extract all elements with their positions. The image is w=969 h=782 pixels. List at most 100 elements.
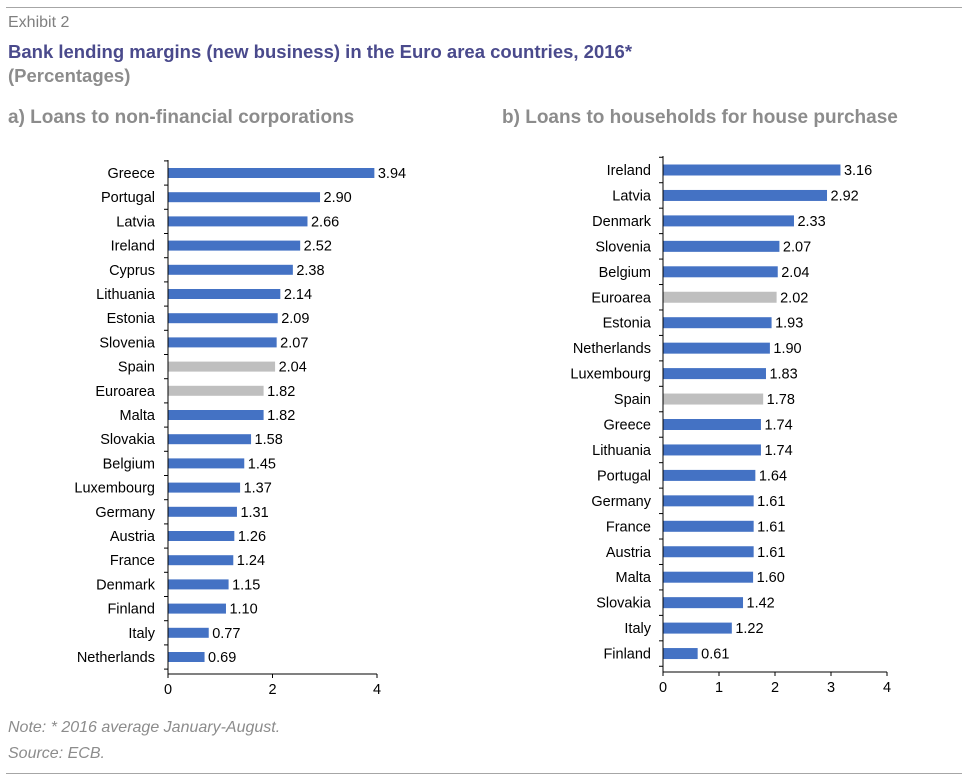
bar-a-1 xyxy=(168,192,321,203)
category-label-a-7: Slovenia xyxy=(99,335,156,351)
value-label-a-19: 0.77 xyxy=(212,626,240,642)
bar-a-8 xyxy=(168,361,276,372)
bar-a-17 xyxy=(168,579,229,590)
bar-b-18 xyxy=(663,622,732,634)
value-label-b-17: 1.42 xyxy=(747,596,775,612)
category-label-b-15: Austria xyxy=(606,545,652,561)
value-label-a-16: 1.24 xyxy=(237,553,265,569)
value-label-a-13: 1.37 xyxy=(244,481,272,497)
bar-a-4 xyxy=(168,264,293,275)
bar-a-9 xyxy=(168,385,264,396)
value-label-b-14: 1.61 xyxy=(757,519,785,535)
category-label-b-8: Luxembourg xyxy=(570,367,651,383)
value-label-a-4: 2.38 xyxy=(296,263,324,279)
value-label-a-11: 1.58 xyxy=(255,432,283,448)
bar-b-0 xyxy=(663,164,841,176)
value-label-a-7: 2.07 xyxy=(280,335,308,351)
category-label-b-17: Slovakia xyxy=(596,596,652,612)
value-label-a-3: 2.52 xyxy=(304,239,332,255)
bar-b-13 xyxy=(663,495,754,507)
bar-b-6 xyxy=(663,317,772,329)
bar-a-15 xyxy=(168,531,235,541)
category-label-a-19: Italy xyxy=(128,626,155,642)
category-label-a-18: Finland xyxy=(107,602,155,618)
bar-b-7 xyxy=(663,342,770,354)
category-label-a-0: Greece xyxy=(107,166,155,182)
category-label-a-5: Lithuania xyxy=(96,287,156,303)
value-label-b-15: 1.61 xyxy=(757,545,785,561)
x-tick-label-a-2: 4 xyxy=(373,682,381,698)
category-label-a-17: Denmark xyxy=(96,577,156,593)
bar-a-2 xyxy=(168,216,308,227)
value-label-b-5: 2.02 xyxy=(780,290,808,306)
value-label-a-18: 1.10 xyxy=(229,602,257,618)
panel-b-title: b) Loans to households for house purchas… xyxy=(502,107,898,128)
category-label-b-12: Portugal xyxy=(597,468,651,484)
value-label-b-10: 1.74 xyxy=(764,418,792,434)
value-label-a-17: 1.15 xyxy=(232,577,260,593)
bar-a-11 xyxy=(168,434,252,445)
top-rule xyxy=(6,7,962,8)
bottom-rule xyxy=(6,773,962,774)
category-label-a-15: Austria xyxy=(110,529,156,545)
value-label-b-18: 1.22 xyxy=(735,621,763,637)
bar-b-5 xyxy=(663,291,777,303)
x-tick-label-b-2: 2 xyxy=(771,680,779,696)
value-label-a-15: 1.26 xyxy=(238,529,266,545)
value-label-a-0: 3.94 xyxy=(378,166,406,182)
category-label-b-14: France xyxy=(606,519,651,535)
category-label-a-3: Ireland xyxy=(111,239,155,255)
bar-a-13 xyxy=(168,482,241,493)
value-label-a-5: 2.14 xyxy=(284,287,312,303)
category-label-b-2: Denmark xyxy=(592,214,652,230)
category-label-b-4: Belgium xyxy=(599,265,651,281)
chart-subtitle: (Percentages) xyxy=(8,65,131,86)
value-label-b-11: 1.74 xyxy=(764,443,792,459)
bar-b-10 xyxy=(663,419,761,430)
bar-a-5 xyxy=(168,289,281,299)
category-label-a-10: Malta xyxy=(120,408,156,424)
category-label-b-6: Estonia xyxy=(603,316,652,332)
x-tick-label-a-1: 2 xyxy=(268,682,276,698)
category-label-a-11: Slovakia xyxy=(100,432,156,448)
bar-b-3 xyxy=(663,240,780,252)
bar-a-18 xyxy=(168,603,226,614)
category-label-a-16: France xyxy=(110,553,155,569)
bar-a-0 xyxy=(168,168,375,178)
chart-title: Bank lending margins (new business) in t… xyxy=(8,41,633,62)
value-label-b-3: 2.07 xyxy=(783,239,811,255)
value-label-b-2: 2.33 xyxy=(797,214,825,230)
category-label-a-2: Latvia xyxy=(116,214,156,230)
bar-b-16 xyxy=(663,571,754,583)
bar-b-2 xyxy=(663,215,794,227)
category-label-a-12: Belgium xyxy=(103,456,155,472)
x-tick-label-b-1: 1 xyxy=(715,680,723,696)
value-label-b-4: 2.04 xyxy=(781,265,809,281)
category-label-b-18: Italy xyxy=(624,621,651,637)
category-label-b-5: Euroarea xyxy=(591,290,652,306)
value-label-a-2: 2.66 xyxy=(311,214,339,230)
bar-a-14 xyxy=(168,506,237,517)
value-label-a-12: 1.45 xyxy=(248,456,276,472)
value-label-b-0: 3.16 xyxy=(844,163,872,179)
category-label-a-13: Luxembourg xyxy=(74,481,155,497)
category-label-a-4: Cyprus xyxy=(109,263,155,279)
x-tick-label-b-0: 0 xyxy=(659,680,667,696)
value-label-b-13: 1.61 xyxy=(757,494,785,510)
x-tick-label-b-4: 4 xyxy=(883,680,891,696)
bar-a-6 xyxy=(168,313,278,324)
value-label-b-8: 1.83 xyxy=(769,367,797,383)
panel-a-title: a) Loans to non-financial corporations xyxy=(8,107,355,128)
bar-b-15 xyxy=(663,546,754,558)
category-label-b-0: Ireland xyxy=(607,163,651,179)
value-label-b-7: 1.90 xyxy=(773,341,801,357)
value-label-a-14: 1.31 xyxy=(240,505,268,521)
category-label-b-9: Spain xyxy=(614,392,651,408)
bar-a-12 xyxy=(168,458,245,469)
bar-b-1 xyxy=(663,189,828,201)
category-label-b-11: Lithuania xyxy=(592,443,652,459)
category-label-a-9: Euroarea xyxy=(95,384,156,400)
bar-b-12 xyxy=(663,469,756,481)
category-label-a-6: Estonia xyxy=(107,311,156,327)
category-label-b-1: Latvia xyxy=(612,188,652,204)
